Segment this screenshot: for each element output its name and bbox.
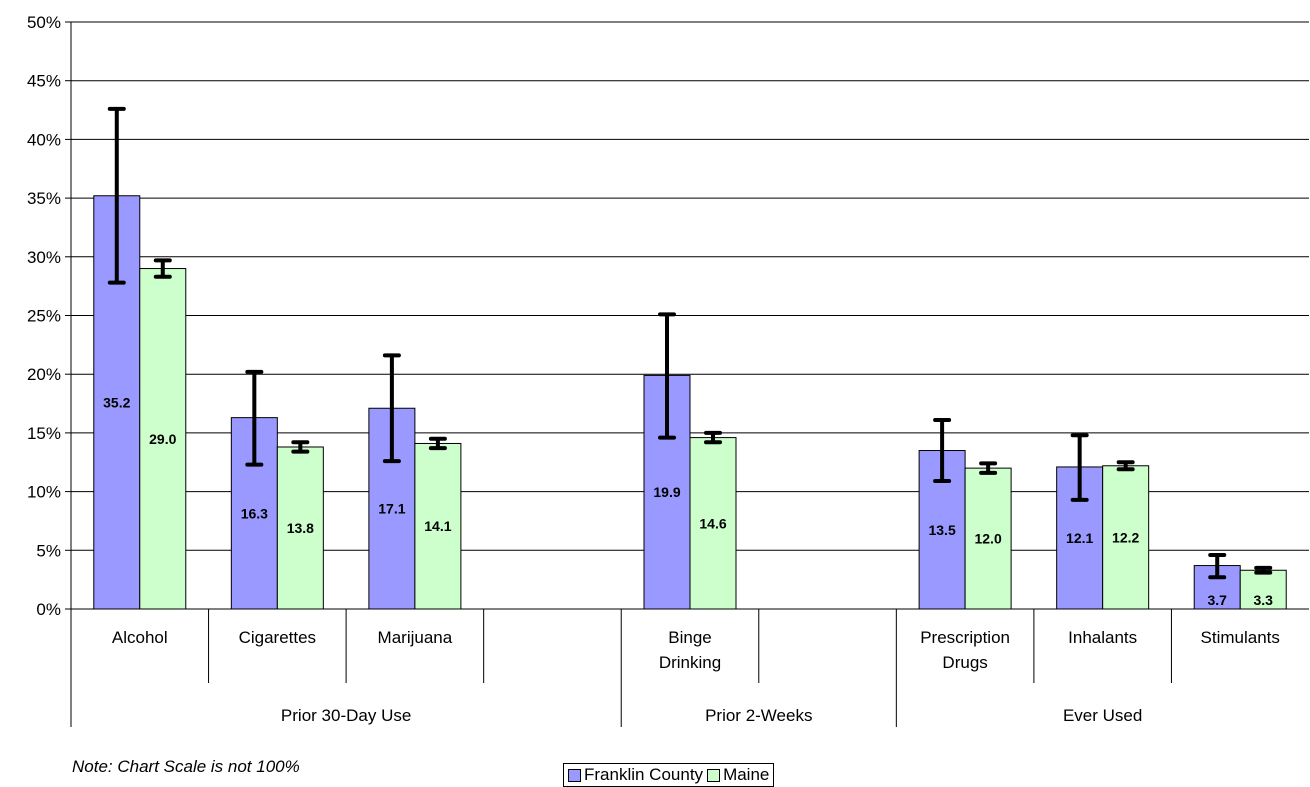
category-label: Prescription (920, 628, 1010, 647)
y-tick-label: 30% (27, 248, 61, 267)
legend-swatch-franklin (568, 768, 581, 782)
category-label: Binge (668, 628, 711, 647)
bar-maine (414, 442, 462, 610)
y-tick-label: 25% (27, 307, 61, 326)
y-tick-label: 5% (36, 541, 61, 560)
category-label: Cigarettes (239, 628, 316, 647)
group-label: Prior 2-Weeks (705, 706, 812, 725)
data-label: 29.0 (149, 431, 176, 447)
legend-item-franklin: Franklin County (568, 765, 703, 785)
data-label: 13.8 (287, 520, 314, 536)
data-label: 12.1 (1066, 530, 1093, 546)
group-label: Prior 30-Day Use (281, 706, 411, 725)
legend-swatch-maine (707, 768, 721, 782)
data-label: 35.2 (103, 394, 130, 410)
group-label: Ever Used (1063, 706, 1142, 725)
bar-maine (276, 446, 324, 610)
legend-label-maine: Maine (723, 765, 770, 784)
bar-maine (964, 467, 1012, 610)
data-labels: 35.2 16.3 17.1 19.9 13.5 12.1 3.7 29.0 13.8 14.1 1… (103, 394, 1273, 608)
error-bars (107, 106, 1273, 580)
bar-maine (689, 437, 737, 610)
data-label: 13.5 (928, 522, 955, 538)
category-label: Inhalants (1068, 628, 1137, 647)
category-label: Drugs (942, 653, 987, 672)
data-label: 12.2 (1112, 529, 1139, 545)
legend-item-maine: Maine (707, 765, 769, 785)
category-label: Drinking (659, 653, 721, 672)
y-tick-label: 50% (27, 13, 61, 32)
data-label: 14.1 (424, 518, 451, 534)
chart-note: Note: Chart Scale is not 100% (72, 757, 300, 776)
data-label: 19.9 (653, 484, 680, 500)
category-label: Stimulants (1201, 628, 1280, 647)
data-label: 14.6 (699, 515, 726, 531)
y-tick-label: 10% (27, 483, 61, 502)
legend-label-franklin: Franklin County (584, 765, 704, 784)
y-tick-label: 40% (27, 130, 61, 149)
data-label: 3.3 (1253, 592, 1273, 608)
data-label: 16.3 (241, 505, 268, 521)
axes: 0% 5% 10% 15% 20% 25% 30% 35% 40% 45% 50% Alcohol Ci… (27, 13, 1309, 727)
bar-maine (139, 268, 187, 610)
y-tick-label: 45% (27, 72, 61, 91)
data-label: 12.0 (974, 531, 1001, 547)
data-label: 3.7 (1207, 592, 1227, 608)
y-tick-label: 35% (27, 189, 61, 208)
y-tick-label: 20% (27, 365, 61, 384)
data-label: 17.1 (378, 501, 405, 517)
y-tick-label: 15% (27, 424, 61, 443)
legend: Franklin County Maine (563, 763, 775, 787)
bar-maine (1102, 465, 1150, 610)
category-label: Alcohol (112, 628, 168, 647)
bars (93, 195, 1287, 610)
y-tick-label: 0% (36, 600, 61, 619)
category-label: Marijuana (378, 628, 453, 647)
